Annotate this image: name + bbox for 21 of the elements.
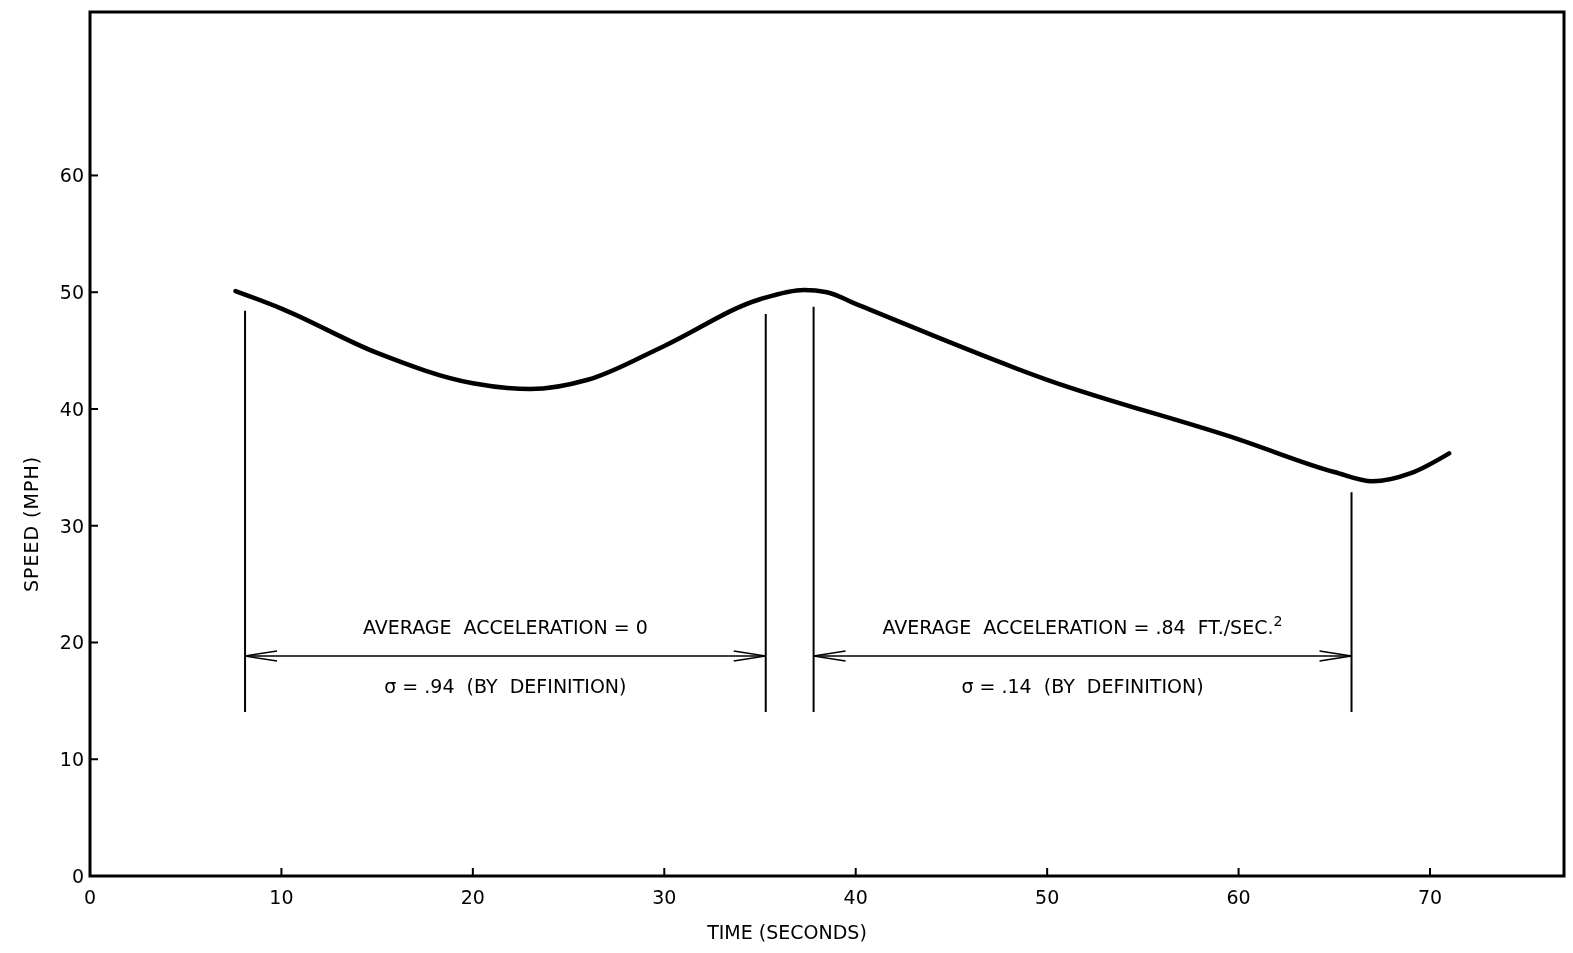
y-tick-label: 50: [59, 281, 84, 304]
y-tick-label: 30: [59, 514, 84, 537]
annotation: σ = .94 (BY DEFINITION): [384, 675, 627, 697]
x-tick-label: 40: [843, 886, 868, 908]
y-tick-label: 10: [59, 748, 84, 771]
y-axis-title: SPEED (MPH): [20, 455, 42, 593]
y-tick-label: 40: [59, 397, 84, 420]
y-tick-label: 60: [59, 164, 84, 187]
annotation: AVERAGE ACCELERATION = .84 FT./SEC.$^{2}$: [882, 613, 1283, 638]
annotation: σ = .14 (BY DEFINITION): [961, 675, 1204, 697]
y-tick-label: 20: [59, 631, 84, 654]
x-tick-label: 50: [1035, 886, 1060, 908]
x-tick-label: 70: [1417, 886, 1443, 908]
x-tick-label: 10: [269, 886, 294, 908]
x-tick-label: 60: [1226, 886, 1251, 908]
x-axis-title: TIME (SECONDS): [706, 921, 867, 943]
x-tick-label: 20: [460, 886, 485, 908]
y-tick-label: 0: [71, 865, 84, 887]
line-series: [233, 287, 1452, 484]
annotation: AVERAGE ACCELERATION = 0: [362, 616, 648, 638]
x-tick-label: 30: [652, 886, 677, 908]
